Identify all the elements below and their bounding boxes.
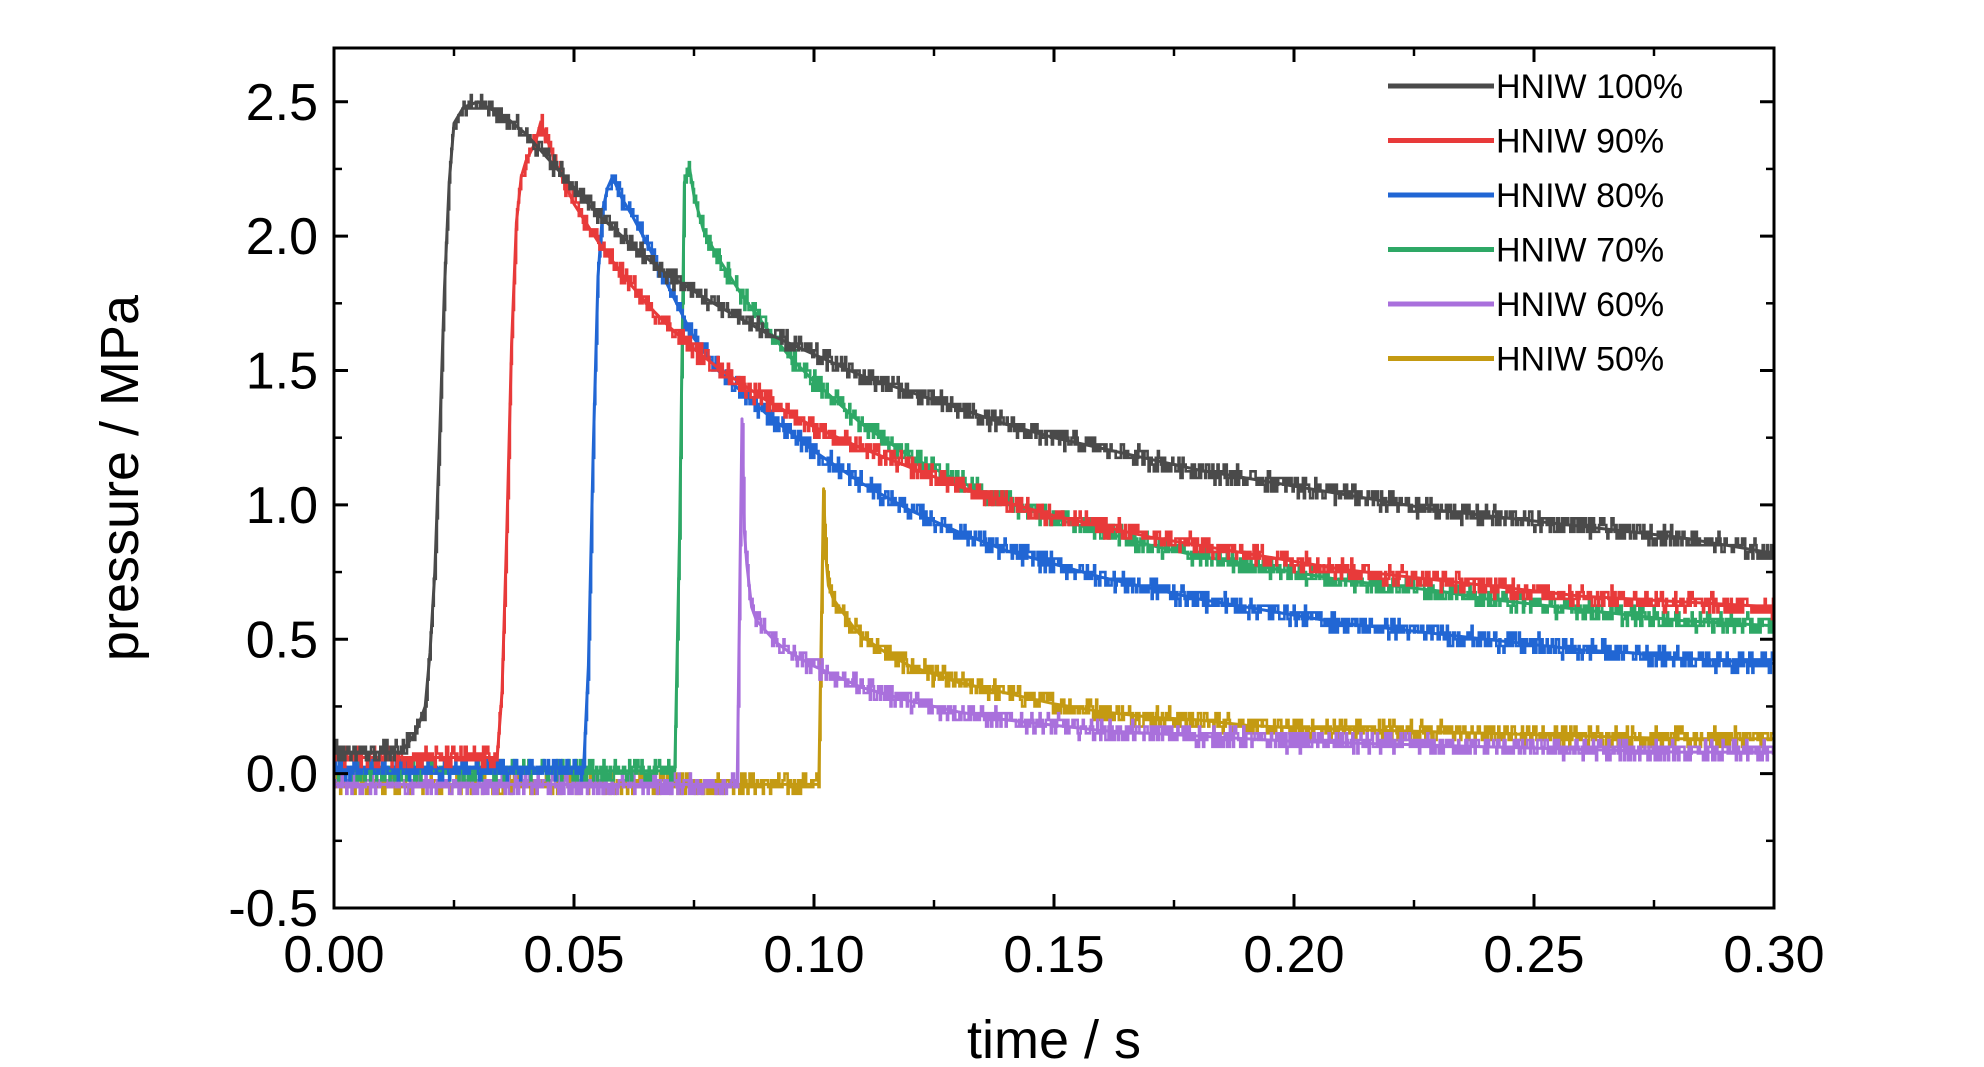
x-tick-label: 0.00: [283, 926, 384, 984]
x-tick-label: 0.30: [1723, 926, 1824, 984]
legend-item: HNIW 50%: [1388, 341, 1664, 379]
y-tick-label: 2.5: [246, 74, 318, 132]
y-tick-label: 1.0: [246, 477, 318, 535]
legend-item: HNIW 100%: [1388, 68, 1683, 106]
y-tick-label: 0.0: [246, 746, 318, 804]
y-tick-label: 0.5: [246, 611, 318, 669]
x-tick-label: 0.20: [1243, 926, 1344, 984]
series-hniw-60-: [333, 417, 1775, 796]
x-tick-label: 0.15: [1003, 926, 1104, 984]
legend: HNIW 100% HNIW 90% HNIW 80% HNIW 70% HNIW 60…: [1388, 68, 1683, 379]
series-hniw-80-: [333, 174, 1775, 782]
series-hniw-100-: [333, 93, 1776, 762]
x-tick-label: 0.25: [1483, 926, 1584, 984]
legend-label: HNIW 90%: [1496, 123, 1664, 161]
x-tick-label: 0.05: [523, 926, 624, 984]
x-tick-label: 0.10: [763, 926, 864, 984]
legend-label: HNIW 60%: [1496, 286, 1664, 324]
series-line: [333, 93, 1776, 762]
series-line: [333, 422, 1775, 796]
series-hniw-90-: [333, 113, 1776, 769]
series-layer: [333, 93, 1776, 796]
legend-label: HNIW 100%: [1496, 68, 1683, 106]
x-axis-title: time / s: [967, 1010, 1141, 1062]
legend-item: HNIW 60%: [1388, 286, 1664, 324]
legend-label: HNIW 80%: [1496, 177, 1664, 215]
legend-label: HNIW 70%: [1496, 232, 1664, 270]
y-tick-label: 1.5: [246, 343, 318, 401]
series-line: [333, 113, 1776, 769]
legend-item: HNIW 80%: [1388, 177, 1664, 215]
series-line: [333, 174, 1775, 782]
legend-label: HNIW 50%: [1496, 341, 1664, 379]
y-tick-label: 2.0: [246, 208, 318, 266]
legend-item: HNIW 90%: [1388, 123, 1664, 161]
y-axis-title: pressure / MPa: [90, 294, 150, 661]
legend-item: HNIW 70%: [1388, 232, 1664, 270]
y-tick-label: -0.5: [228, 880, 318, 938]
axis-ticks: 0.00 0.05 0.10 0.15 0.20 0.25 0.30 -0.5 0.0 0.5 1.…: [228, 48, 1825, 984]
